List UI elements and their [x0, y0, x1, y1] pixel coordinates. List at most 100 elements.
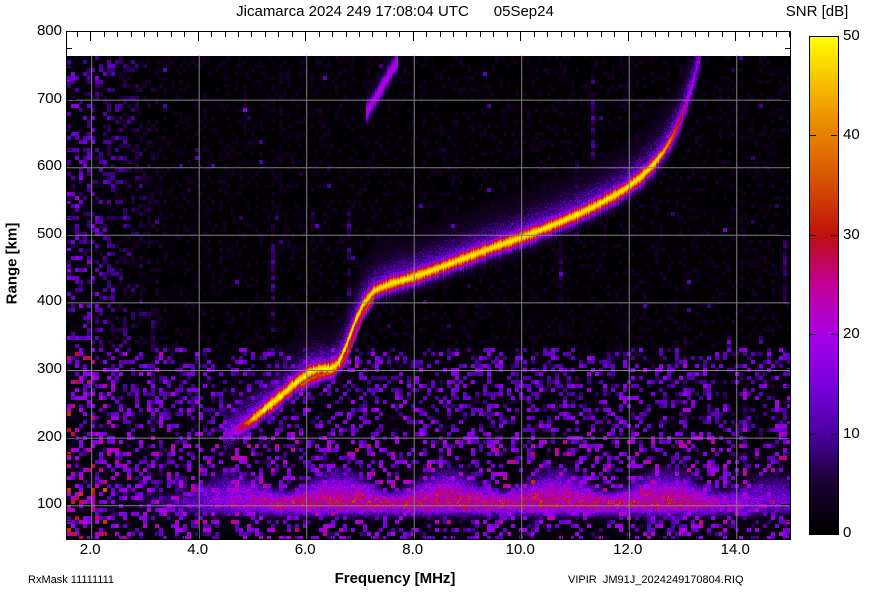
x-minor-tick — [453, 534, 454, 539]
x-tick-label: 14.0 — [720, 541, 750, 558]
x-minor-tick — [332, 534, 333, 539]
x-minor-tick — [762, 32, 763, 37]
x-minor-tick — [722, 32, 723, 37]
y-tick-label: 100 — [36, 495, 62, 513]
x-tick-label: 12.0 — [613, 541, 643, 558]
x-minor-tick — [171, 534, 172, 539]
y-tick-label: 200 — [36, 427, 62, 445]
x-minor-tick — [574, 534, 575, 539]
y-major-tick — [781, 369, 790, 370]
colorbar-tick-label: 30 — [843, 225, 860, 243]
x-minor-tick — [211, 534, 212, 539]
y-minor-tick — [785, 454, 790, 455]
y-minor-tick — [67, 200, 72, 201]
x-minor-tick — [587, 534, 588, 539]
y-tick-label: 800 — [36, 22, 62, 39]
x-minor-tick — [131, 32, 132, 37]
x-tick-label: 6.0 — [294, 541, 316, 558]
y-minor-tick — [67, 403, 72, 404]
y-tick-label: 400 — [36, 292, 62, 310]
y-minor-tick — [67, 538, 72, 539]
y-major-tick — [67, 301, 76, 302]
x-minor-tick — [655, 32, 656, 37]
y-minor-tick — [785, 335, 790, 336]
colorbar-tick — [810, 234, 816, 236]
x-minor-tick — [225, 534, 226, 539]
figure-title: Jicamarca 2024 249 17:08:04 UTC 05Sep24 — [236, 3, 554, 20]
colorbar-tick — [831, 433, 837, 435]
x-major-tick — [90, 530, 91, 539]
y-minor-tick — [785, 251, 790, 252]
y-major-tick — [781, 504, 790, 505]
y-tick-label: 600 — [36, 157, 62, 175]
y-tick-label: 300 — [36, 360, 62, 377]
x-minor-tick — [292, 32, 293, 37]
x-minor-tick — [453, 32, 454, 37]
colorbar-tick-label: 20 — [843, 325, 860, 343]
y-tick-label: 500 — [36, 224, 62, 242]
y-minor-tick — [67, 268, 72, 269]
x-minor-tick — [493, 32, 494, 37]
y-tick-label: 700 — [36, 89, 62, 107]
x-minor-tick — [601, 534, 602, 539]
x-minor-tick — [574, 32, 575, 37]
x-minor-tick — [319, 534, 320, 539]
y-minor-tick — [785, 521, 790, 522]
colorbar-tick-label: 40 — [843, 126, 860, 144]
x-minor-tick — [372, 32, 373, 37]
colorbar-tick-label: 0 — [843, 524, 852, 541]
x-tick-label: 10.0 — [505, 541, 535, 558]
colorbar-tick — [831, 234, 837, 236]
x-minor-tick — [641, 32, 642, 37]
y-major-tick — [67, 31, 76, 32]
y-minor-tick — [67, 217, 72, 218]
y-major-tick — [781, 301, 790, 302]
x-minor-tick — [144, 32, 145, 37]
x-minor-tick — [278, 32, 279, 37]
x-major-tick — [90, 32, 91, 41]
x-tick-label: 8.0 — [402, 541, 424, 558]
x-major-tick — [520, 530, 521, 539]
y-minor-tick — [67, 285, 72, 286]
x-major-tick — [413, 32, 414, 41]
x-minor-tick — [561, 32, 562, 37]
colorbar-tick-label: 10 — [843, 424, 860, 442]
y-minor-tick — [67, 420, 72, 421]
x-minor-tick — [211, 32, 212, 37]
x-minor-tick — [104, 534, 105, 539]
x-minor-tick — [131, 534, 132, 539]
y-minor-tick — [67, 335, 72, 336]
y-minor-tick — [785, 352, 790, 353]
y-minor-tick — [67, 352, 72, 353]
y-minor-tick — [785, 200, 790, 201]
x-minor-tick — [77, 534, 78, 539]
y-minor-tick — [785, 403, 790, 404]
x-minor-tick — [601, 32, 602, 37]
x-minor-tick — [587, 32, 588, 37]
x-minor-tick — [251, 534, 252, 539]
y-major-tick — [67, 504, 76, 505]
x-minor-tick — [184, 534, 185, 539]
y-minor-tick — [67, 521, 72, 522]
x-minor-tick — [681, 32, 682, 37]
x-minor-tick — [466, 534, 467, 539]
y-minor-tick — [67, 116, 72, 117]
x-minor-tick — [547, 534, 548, 539]
x-major-tick — [413, 530, 414, 539]
y-major-tick — [781, 166, 790, 167]
x-minor-tick — [668, 534, 669, 539]
y-minor-tick — [67, 82, 72, 83]
y-minor-tick — [785, 65, 790, 66]
x-minor-tick — [466, 32, 467, 37]
x-minor-tick — [493, 534, 494, 539]
colorbar-tick — [810, 135, 816, 137]
y-major-tick — [781, 31, 790, 32]
x-minor-tick — [104, 32, 105, 37]
colorbar-tick — [831, 334, 837, 336]
x-major-tick — [198, 32, 199, 41]
x-minor-tick — [399, 534, 400, 539]
x-minor-tick — [681, 534, 682, 539]
y-minor-tick — [67, 454, 72, 455]
x-minor-tick — [117, 534, 118, 539]
x-minor-tick — [668, 32, 669, 37]
